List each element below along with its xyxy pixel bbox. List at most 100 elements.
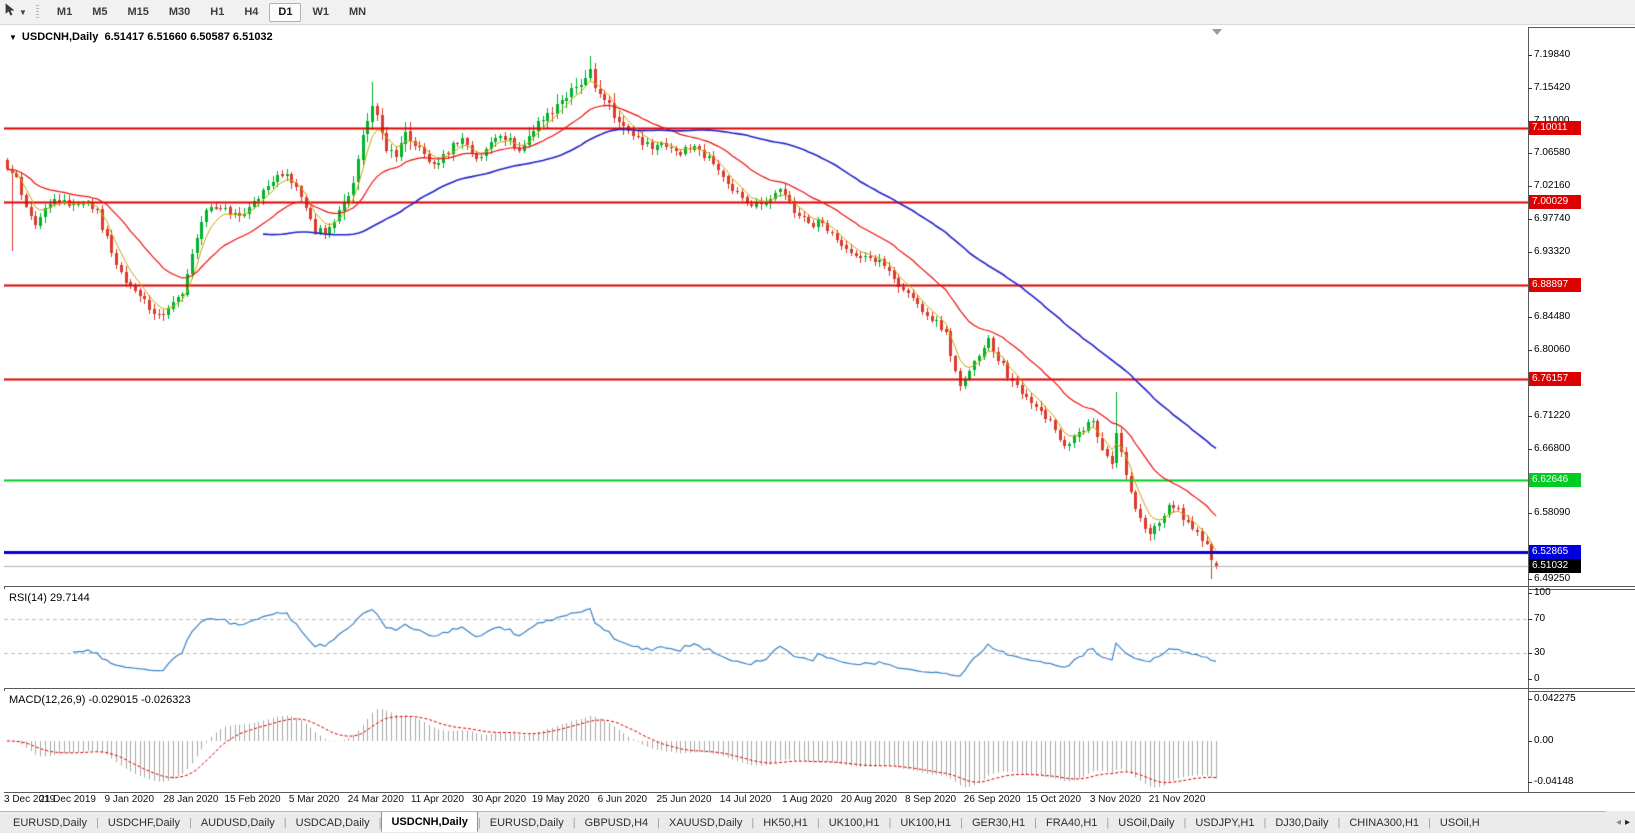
symbol-tab-gbpusd-h4[interactable]: GBPUSD,H4 [584, 816, 649, 829]
price-tick-label: 6.58090 [1534, 507, 1571, 518]
tab-separator: | [816, 816, 820, 829]
symbol-tab-eurusd-daily[interactable]: EURUSD,Daily [489, 816, 564, 829]
axis-tick-mark [1528, 350, 1532, 351]
date-label: 15 Oct 2020 [1026, 794, 1082, 805]
price-tick-label: 6.66800 [1534, 443, 1571, 454]
date-label: 20 Aug 2020 [840, 794, 897, 805]
axis-tick-mark [1528, 619, 1532, 620]
rsi-panel-bottom-border [4, 688, 1635, 689]
date-label: 5 Mar 2020 [288, 794, 340, 805]
date-axis[interactable]: 3 Dec 2019 21 Dec 2019 9 Jan 2020 28 Jan 20… [4, 793, 1528, 809]
symbol-tab-china300-h1[interactable]: CHINA300,H1 [1349, 816, 1420, 829]
price-tick-label: 7.15420 [1534, 82, 1571, 93]
symbol-tab-usdchf-daily[interactable]: USDCHF,Daily [107, 816, 180, 829]
axis-tick-mark [1528, 513, 1532, 514]
symbol-tab-uk100-h1[interactable]: UK100,H1 [900, 816, 952, 829]
date-label: 1 Aug 2020 [781, 794, 833, 805]
date-label: 8 Sep 2020 [904, 794, 957, 805]
chevron-down-icon[interactable]: ▼ [19, 7, 27, 17]
macd-label: MACD(12,26,9) -0.029015 -0.026323 [9, 694, 191, 706]
tab-scroll-right-icon[interactable]: ▸ [1624, 816, 1630, 828]
toolbar-drag-handle[interactable] [35, 5, 39, 19]
macd-tick-label: 0.00 [1534, 735, 1554, 746]
timeframe-button-w1[interactable]: W1 [312, 5, 329, 18]
tab-separator: | [657, 816, 660, 829]
tab-separator: | [1183, 816, 1187, 829]
symbol-tab-usoil-h[interactable]: USOil,H [1439, 816, 1480, 829]
chart-shift-marker-icon[interactable] [1212, 29, 1222, 35]
axis-tick-mark [1528, 679, 1532, 680]
cursor-tool-button[interactable]: ▼ [0, 2, 30, 22]
symbol-tab-usoil-daily[interactable]: USOil,Daily [1118, 816, 1175, 829]
timeframe-button-h1[interactable]: H1 [210, 5, 225, 18]
tab-separator: | [751, 816, 755, 829]
timeframe-button-m15[interactable]: M15 [127, 5, 149, 18]
triangle-down-icon[interactable]: ▼ [9, 33, 17, 42]
chart-symbol-title: USDCNH,Daily [21, 31, 99, 43]
timeframe-button-m1[interactable]: M1 [56, 5, 73, 18]
date-label: 24 Mar 2020 [347, 794, 404, 805]
date-label: 3 Nov 2020 [1089, 794, 1142, 805]
axis-tick-mark [1528, 55, 1532, 56]
rsi-tick-label: 0 [1534, 673, 1540, 684]
chart-ohlc-values: 6.51417 6.51660 6.50587 6.51032 [104, 31, 273, 43]
axis-tick-mark [1528, 699, 1532, 700]
tab-separator: | [188, 816, 192, 829]
timeframe-button-m5[interactable]: M5 [92, 5, 108, 18]
date-label: 6 Jun 2020 [597, 794, 648, 805]
timeframe-button-mn[interactable]: MN [348, 5, 367, 18]
axis-tick-mark [1528, 653, 1532, 654]
candlestick-chart-canvas[interactable] [4, 27, 1528, 586]
tab-separator: | [378, 816, 382, 829]
price-level-badge: 6.88897 [1529, 278, 1581, 292]
axis-tick-mark [1528, 88, 1532, 89]
date-label: 21 Nov 2020 [1148, 794, 1206, 805]
price-level-badge: 7.10011 [1529, 121, 1581, 135]
price-tick-label: 7.11000 [1534, 115, 1569, 126]
symbol-tab-usdcad-daily[interactable]: USDCAD,Daily [295, 816, 370, 829]
timeframe-button-d1[interactable]: D1 [269, 2, 302, 22]
chart-tab-bar: EURUSD,Daily | USDCHF,Daily | AUDUSD,Daily | U… [0, 811, 1635, 833]
symbol-tab-hk50-h1[interactable]: HK50,H1 [763, 816, 808, 829]
tab-separator: | [1106, 816, 1110, 829]
timeframe-button-m30[interactable]: M30 [168, 5, 191, 18]
price-tick-label: 6.93320 [1534, 246, 1571, 257]
date-label: 21 Dec 2019 [39, 794, 96, 805]
price-level-badge: 6.76157 [1529, 372, 1581, 386]
axis-tick-mark [1528, 219, 1532, 220]
price-level-badge: 7.00029 [1529, 195, 1581, 209]
price-level-badge: 6.62646 [1529, 473, 1581, 487]
symbol-tab-dj30-daily[interactable]: DJ30,Daily [1275, 816, 1329, 829]
symbol-tab-uk100-h1[interactable]: UK100,H1 [828, 816, 880, 829]
axis-tick-mark [1528, 186, 1532, 187]
axis-tick-mark [1528, 593, 1532, 594]
date-label: 25 Jun 2020 [656, 794, 712, 805]
symbol-tab-usdcnh-daily[interactable]: USDCNH,Daily [381, 812, 478, 832]
tab-separator: | [1337, 816, 1341, 829]
symbol-tab-audusd-daily[interactable]: AUDUSD,Daily [200, 816, 275, 829]
price-tick-label: 6.49250 [1534, 573, 1571, 584]
rsi-panel-canvas[interactable] [4, 589, 1528, 688]
date-label: 19 May 2020 [531, 794, 590, 805]
rsi-tick-label: 100 [1534, 587, 1551, 598]
macd-panel-canvas[interactable] [4, 691, 1528, 792]
axis-tick-mark [1528, 741, 1532, 742]
symbol-tab-xauusd-daily[interactable]: XAUUSD,Daily [669, 816, 743, 829]
price-tick-label: 7.02160 [1534, 180, 1571, 191]
timeframe-button-h4[interactable]: H4 [244, 5, 259, 18]
symbol-tab-fra40-h1[interactable]: FRA40,H1 [1046, 816, 1098, 829]
tab-separator: | [1263, 816, 1267, 829]
date-label: 15 Feb 2020 [224, 794, 281, 805]
symbol-tab-ger30-h1[interactable]: GER30,H1 [971, 816, 1026, 829]
tab-separator: | [888, 816, 892, 829]
date-label: 28 Jan 2020 [163, 794, 219, 805]
symbol-tab-usdjpy-h1[interactable]: USDJPY,H1 [1195, 816, 1255, 829]
axis-tick-mark [1528, 317, 1532, 318]
date-label: 26 Sep 2020 [963, 794, 1021, 805]
macd-tick-label: -0.04148 [1534, 776, 1574, 787]
axis-tick-mark [1528, 416, 1532, 417]
tab-separator: | [1034, 816, 1038, 829]
symbol-tab-eurusd-daily[interactable]: EURUSD,Daily [13, 816, 87, 829]
tab-scroll-left-icon[interactable]: ◂ [1615, 816, 1621, 828]
